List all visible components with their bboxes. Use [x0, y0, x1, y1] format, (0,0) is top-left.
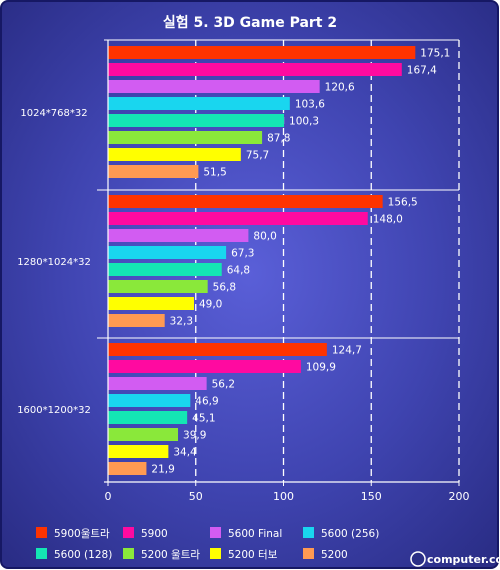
data-label: 103,6	[295, 99, 325, 111]
bar	[108, 165, 199, 178]
data-label: 49,0	[199, 299, 222, 311]
axes-group: 1024*768*32 1280*1024*32 1600*1200*32 0 50 10…	[17, 39, 470, 503]
data-label: 120,6	[325, 82, 355, 94]
bar	[108, 377, 207, 390]
data-label: 109,9	[306, 362, 336, 374]
bar	[108, 297, 194, 310]
bar	[108, 411, 188, 424]
grid-lines	[195, 40, 460, 482]
x-tick-label: 0	[105, 490, 112, 503]
category-label: 1280*1024*32	[17, 257, 91, 268]
legend-label: 5600 (128)	[54, 549, 112, 561]
data-label: 64,8	[227, 265, 250, 277]
legend-swatch	[210, 527, 221, 538]
legend-swatch	[210, 548, 221, 559]
data-label: 46,9	[195, 396, 218, 408]
x-tick-label: 200	[449, 490, 470, 503]
bar	[108, 63, 402, 76]
data-label: 34,4	[173, 447, 197, 459]
data-label: 80,0	[253, 231, 276, 243]
bar	[108, 360, 301, 373]
watermark-text: computer.co.kr	[427, 553, 500, 566]
bar	[108, 131, 263, 144]
bar	[108, 148, 241, 161]
bar	[108, 195, 383, 208]
legend-label: 5600 Final	[228, 528, 282, 540]
data-label: 56,2	[212, 379, 235, 391]
bar	[108, 462, 147, 475]
data-label: 67,3	[231, 248, 254, 260]
legend-swatch	[36, 548, 47, 559]
bar	[108, 97, 290, 110]
category-label: 1600*1200*32	[17, 405, 91, 416]
legend-swatch	[123, 527, 134, 538]
data-label: 100,3	[289, 116, 319, 128]
watermark-logo: computer.co.kr	[410, 551, 500, 567]
legend-label: 5200 터보	[228, 549, 278, 561]
data-label: 51,5	[203, 167, 226, 179]
bar	[108, 80, 320, 93]
bar	[108, 280, 208, 293]
chart-title: 실험 5. 3D Game Part 2	[163, 14, 337, 31]
bar	[108, 114, 285, 127]
bar	[108, 428, 179, 441]
data-label: 39,9	[183, 430, 206, 442]
bar	[108, 445, 169, 458]
x-tick-label: 150	[361, 490, 382, 503]
legend: 5900울트라 5900 5600 Final 5600 (256) 5600 (128…	[36, 527, 379, 561]
legend-swatch	[36, 527, 47, 538]
bar	[108, 263, 222, 276]
bar	[108, 343, 327, 356]
data-label: 75,7	[246, 150, 269, 162]
bar	[108, 229, 249, 242]
data-label: 45,1	[192, 413, 215, 425]
bar	[108, 314, 165, 327]
data-label: 124,7	[332, 345, 362, 357]
data-label: 32,3	[170, 316, 193, 328]
x-tick-label: 100	[273, 490, 294, 503]
data-label: 156,5	[388, 197, 418, 209]
data-label: 175,1	[420, 48, 450, 60]
legend-label: 5200 울트라	[141, 549, 200, 561]
bar	[108, 212, 368, 225]
legend-swatch	[123, 548, 134, 559]
legend-label: 5200	[321, 549, 348, 561]
data-label: 87,8	[267, 133, 290, 145]
bar	[108, 46, 416, 59]
legend-label: 5900	[141, 528, 168, 540]
legend-swatch	[303, 548, 314, 559]
data-label: 148,0	[373, 214, 403, 226]
data-label: 167,4	[407, 65, 437, 77]
bar	[108, 394, 191, 407]
legend-label: 5600 (256)	[321, 528, 379, 540]
data-label: 21,9	[151, 464, 174, 476]
category-label: 1024*768*32	[20, 108, 87, 119]
bar	[108, 246, 227, 259]
x-tick-label: 50	[189, 490, 203, 503]
data-label: 56,8	[213, 282, 236, 294]
legend-swatch	[303, 527, 314, 538]
legend-label: 5900울트라	[54, 528, 110, 540]
